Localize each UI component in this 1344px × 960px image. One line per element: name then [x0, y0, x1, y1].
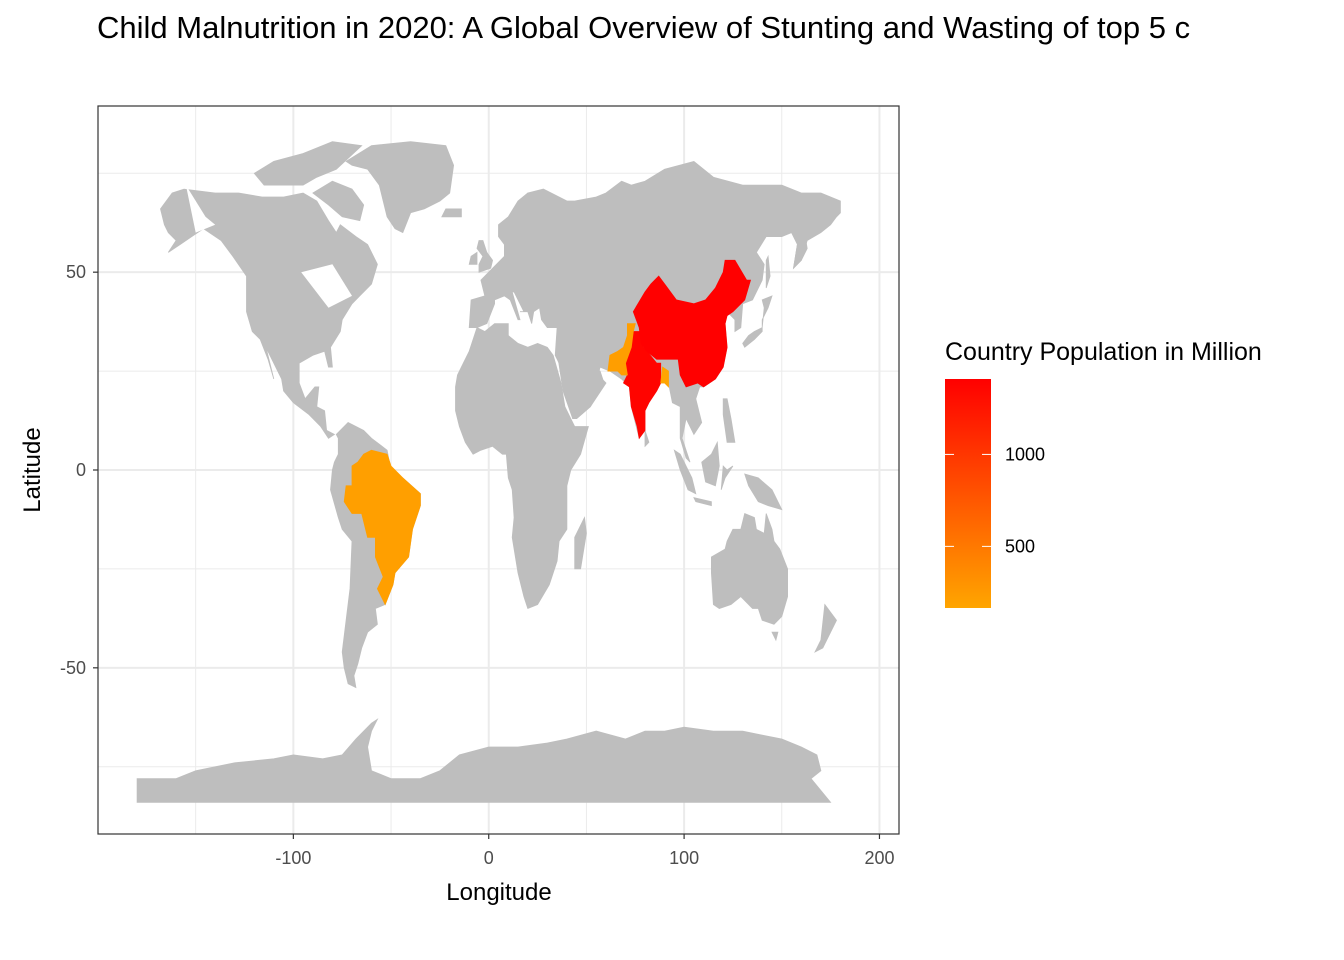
land-kamchatka	[792, 235, 808, 270]
x-axis-title: Longitude	[446, 879, 551, 906]
land-greenland	[345, 141, 455, 234]
y-tick-label: 50	[66, 262, 86, 282]
land-arctic-islands	[253, 141, 363, 186]
y-tick-label: 0	[76, 460, 86, 480]
land-iceland	[441, 208, 462, 218]
land-antarctica	[136, 718, 832, 803]
country-pakistan	[607, 323, 636, 376]
legend-label: 500	[1005, 536, 1035, 556]
country-china	[632, 259, 752, 388]
country-india	[622, 331, 662, 440]
land-sumatra	[673, 449, 697, 495]
country-brazil	[343, 449, 421, 606]
land-baffin	[312, 180, 365, 222]
chart-title: Child Malnutrition in 2020: A Global Ove…	[97, 10, 1191, 45]
land-scandinavia-inner	[509, 192, 548, 249]
land-sakhalin	[765, 254, 771, 289]
x-tick-label: -100	[275, 848, 311, 868]
x-tick-label: 100	[669, 848, 699, 868]
land-sri-lanka	[644, 430, 650, 448]
land-new-zealand	[814, 603, 837, 653]
x-tick-label: 200	[864, 848, 894, 868]
y-tick-label: -50	[60, 658, 86, 678]
land-africa	[455, 323, 589, 610]
highlighted-countries	[343, 259, 752, 606]
land-masses	[136, 141, 841, 803]
legend-ticks: 1000 500	[945, 444, 1045, 556]
legend-color-bar	[945, 379, 991, 608]
land-arabia-fill	[556, 342, 605, 420]
y-axis-title: Latitude	[19, 427, 46, 512]
map-gap	[185, 185, 216, 233]
map-gap	[301, 264, 352, 308]
x-tick-label: 0	[484, 848, 494, 868]
land-sulawesi	[720, 465, 734, 490]
land-tasmania	[771, 631, 779, 642]
country-bangladesh	[660, 366, 669, 388]
land-philippines	[722, 398, 736, 443]
axis-ticks: -100 0 100 200 50 0 -50	[60, 262, 895, 868]
legend-label: 1000	[1005, 444, 1045, 464]
land-japan	[742, 295, 773, 348]
land-ireland	[468, 251, 478, 265]
land-new-guinea	[744, 473, 783, 511]
land-borneo	[701, 440, 720, 487]
legend-title: Country Population in Million	[945, 338, 1262, 366]
land-madagascar	[574, 516, 587, 570]
land-north-america	[160, 188, 378, 439]
land-uk	[476, 240, 494, 273]
land-australia	[711, 512, 788, 625]
land-java	[693, 497, 712, 507]
